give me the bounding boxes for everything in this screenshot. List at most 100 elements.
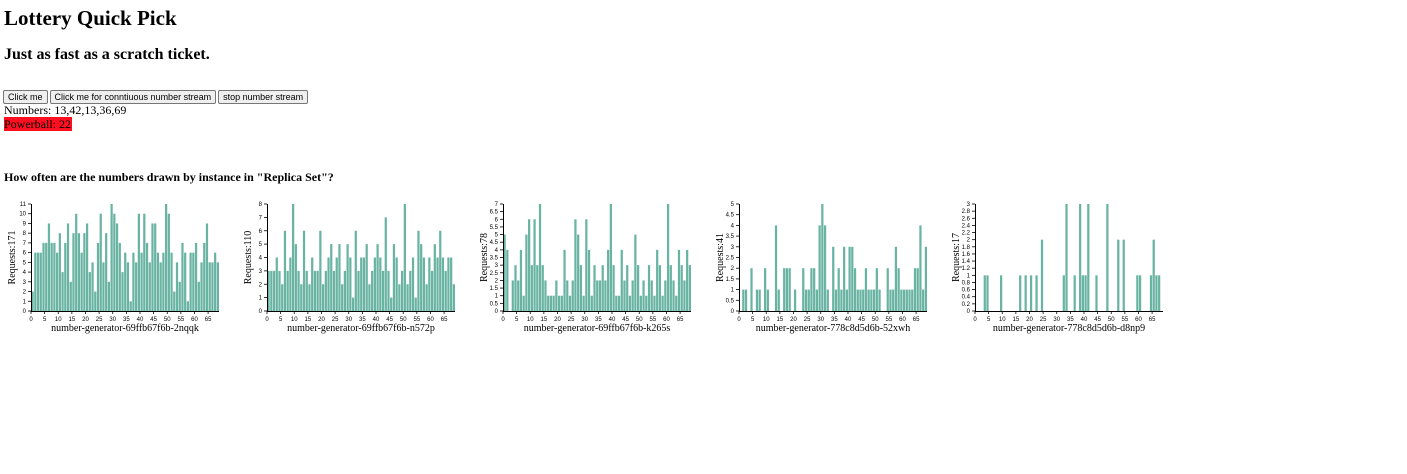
bar (170, 252, 173, 311)
bar (983, 275, 986, 311)
bar (99, 213, 102, 311)
bar (414, 297, 417, 312)
x-tick-label: 30 (817, 317, 824, 323)
x-tick-label: 65 (913, 317, 920, 323)
bar (785, 268, 789, 311)
y-tick: 1 (23, 299, 31, 305)
x-tick: 5 (43, 311, 47, 323)
bar (167, 213, 170, 311)
x-axis-title: number-generator-778c8d5d6b-d8np9 (993, 323, 1145, 334)
bar (1081, 275, 1084, 311)
bar (802, 268, 805, 311)
x-tick-label: 5 (279, 317, 283, 323)
bar (788, 268, 791, 311)
x-tick-label: 20 (1026, 317, 1033, 323)
x-tick-label: 15 (777, 317, 784, 323)
bar (151, 223, 154, 311)
y-tick: 3.5 (490, 256, 503, 262)
click-me-button[interactable]: Click me (3, 90, 48, 104)
stop-stream-button[interactable]: stop number stream (218, 90, 309, 104)
x-tick: 15 (69, 311, 76, 323)
bar (281, 284, 284, 311)
bar (286, 270, 289, 312)
x-tick: 65 (441, 311, 448, 323)
y-tick: 5 (23, 260, 31, 266)
bar (357, 270, 360, 312)
bar (683, 280, 686, 311)
x-tick-label: 40 (609, 317, 616, 323)
bar (425, 284, 428, 311)
x-tick-label: 65 (205, 317, 212, 323)
bar (165, 204, 168, 311)
x-tick-label: 15 (69, 317, 76, 323)
x-tick-label: 50 (872, 317, 879, 323)
y-axis-title: Requests:171 (7, 231, 18, 285)
x-tick: 50 (1108, 311, 1115, 323)
bars (742, 204, 927, 311)
x-tick: 10 (291, 311, 298, 323)
bar (1122, 239, 1125, 311)
bar (275, 257, 278, 311)
x-tick: 45 (1094, 311, 1102, 323)
x-tick-label: 5 (515, 317, 519, 323)
bar (810, 268, 813, 311)
bar (832, 246, 835, 311)
bar (911, 289, 914, 311)
bar (804, 289, 808, 311)
x-tick: 30 (109, 311, 117, 323)
y-tick: 7 (259, 215, 267, 221)
bar (381, 270, 385, 312)
chart-instance-4: 00.511.522.533.544.550 5 10 15 20 25 30 35 40 45 5… (715, 202, 927, 334)
bar (113, 213, 116, 311)
continuous-stream-button[interactable]: Click me for conntiuous number stream (49, 90, 217, 104)
bar (511, 280, 514, 311)
bar (1073, 275, 1076, 311)
y-tick-label: 3 (495, 263, 499, 269)
x-tick: 35 (1067, 311, 1074, 323)
bar (156, 252, 160, 311)
bar (566, 280, 569, 311)
bar (420, 244, 423, 312)
bar (639, 295, 642, 311)
y-tick: 5 (731, 202, 739, 208)
bar (560, 295, 563, 311)
y-tick: 2.6 (962, 216, 975, 222)
bar (436, 257, 439, 311)
bar (894, 246, 898, 311)
bar (343, 270, 347, 312)
x-tick: 25 (332, 311, 339, 323)
y-tick: 0.2 (962, 302, 975, 308)
bar (439, 230, 442, 311)
x-tick-label: 35 (831, 317, 838, 323)
bar (506, 249, 509, 311)
y-tick-label: 3.5 (726, 234, 735, 240)
bar (604, 280, 607, 311)
y-tick-label: 1.2 (962, 266, 971, 272)
x-tick: 25 (96, 311, 103, 323)
x-tick: 50 (872, 311, 879, 323)
x-tick: 15 (305, 311, 312, 323)
bar (319, 230, 322, 311)
page-subtitle: Just as fast as a scratch ticket. (4, 46, 210, 63)
bar (1079, 204, 1082, 311)
y-tick: 5 (259, 242, 267, 248)
x-tick-label: 40 (845, 317, 852, 323)
x-tick: 10 (763, 311, 770, 323)
bar (536, 265, 539, 311)
bar (837, 268, 840, 311)
x-tick-label: 20 (318, 317, 325, 323)
bar (897, 268, 900, 311)
bar (118, 242, 121, 311)
bar (574, 219, 577, 311)
x-tick: 45 (150, 311, 158, 323)
bar (159, 262, 162, 311)
bar (840, 289, 843, 311)
x-tick: 10 (999, 311, 1006, 323)
bar (267, 270, 270, 312)
bar (354, 230, 357, 311)
bar (669, 265, 672, 311)
bar (1040, 239, 1044, 311)
y-tick-label: 5 (23, 260, 27, 266)
y-tick-label: 4.5 (490, 240, 499, 246)
